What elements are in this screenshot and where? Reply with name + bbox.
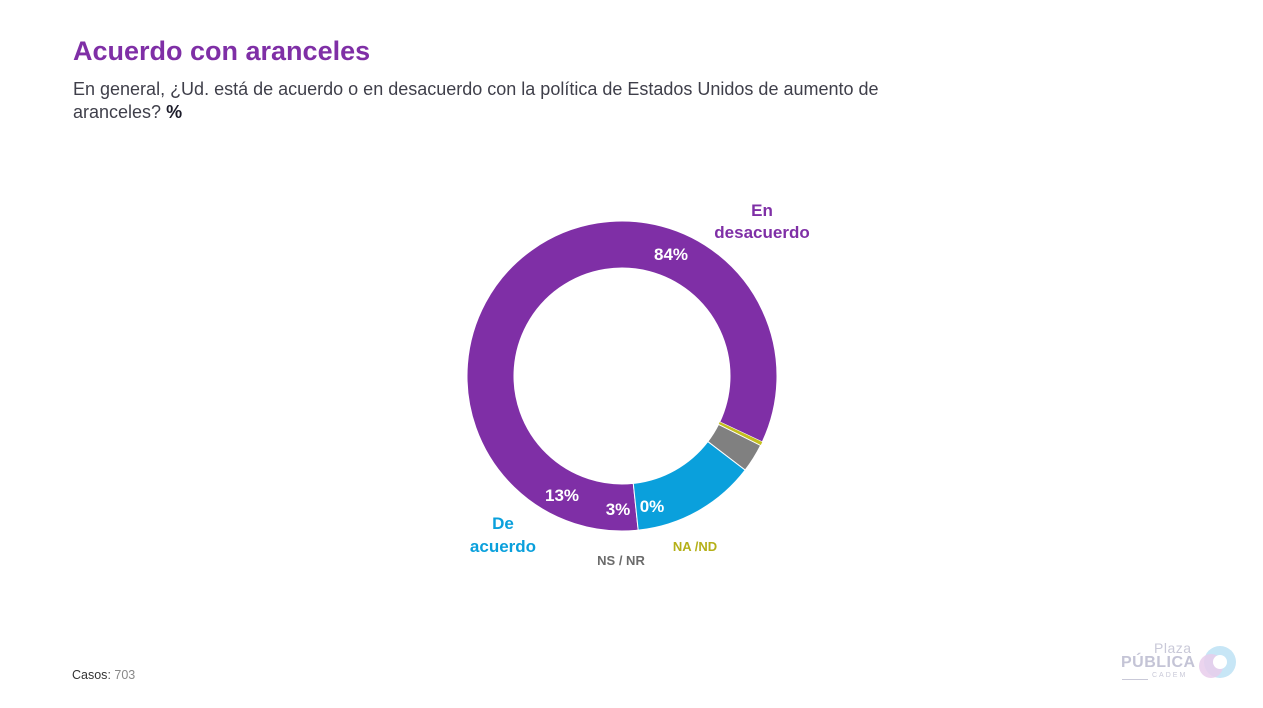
slice-na-nd	[718, 421, 763, 446]
unit-label: %	[166, 102, 183, 122]
logo-underline	[1122, 679, 1148, 680]
speech-bubble-icon	[1199, 646, 1236, 678]
question-text: En general, ¿Ud. está de acuerdo o en de…	[73, 78, 903, 124]
category-label-na-nd: NA /ND	[673, 539, 717, 554]
value-label-en-desacuerdo: 84%	[654, 245, 688, 264]
category-label-de-acuerdo: De acuerdo	[470, 514, 536, 556]
slice-en-desacuerdo	[466, 220, 778, 532]
page-title: Acuerdo con aranceles	[73, 36, 371, 66]
slice-de-acuerdo	[632, 440, 746, 531]
cases-footnote: Casos: 703	[72, 668, 135, 682]
cases-value: 703	[114, 668, 136, 682]
value-label-na-nd: 0%	[640, 497, 665, 516]
category-label-en-desacuerdo: En desacuerdo	[714, 201, 809, 242]
question-body: En general, ¿Ud. está de acuerdo o en de…	[73, 79, 879, 122]
cases-separator: :	[107, 668, 111, 682]
logo-line-1: Plaza	[1154, 640, 1192, 656]
plaza-publica-logo: Plaza PÚBLICA CADEM	[1118, 640, 1238, 684]
cases-label: Casos	[72, 668, 108, 682]
category-label-ns-nr: NS / NR	[597, 553, 645, 568]
value-label-de-acuerdo: 13%	[545, 486, 579, 505]
value-label-ns-nr: 3%	[606, 500, 631, 519]
logo-line-2: PÚBLICA	[1121, 654, 1196, 671]
logo-line-3: CADEM	[1152, 672, 1188, 679]
